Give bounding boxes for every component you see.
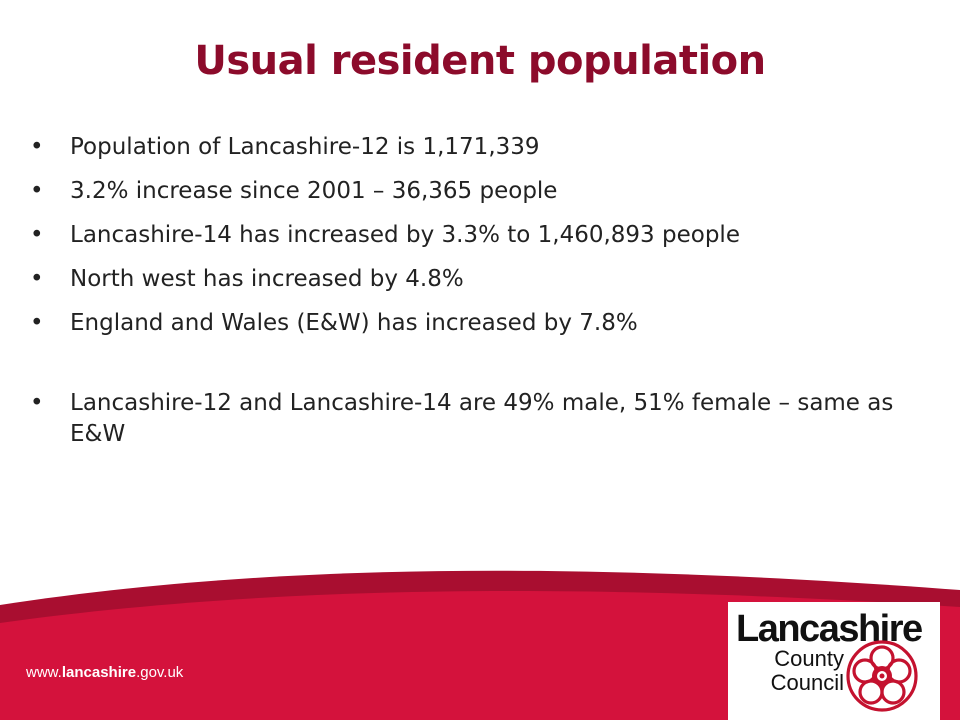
bullet-item: Population of Lancashire-12 is 1,171,339 [30, 132, 930, 163]
footer-wave [0, 591, 960, 720]
bullet-item: England and Wales (E&W) has increased by… [30, 308, 930, 339]
logo-line-county: County [774, 646, 844, 671]
url-prefix: www. [26, 664, 62, 681]
bullet-item: 3.2% increase since 2001 – 36,365 people [30, 176, 930, 207]
website-link[interactable]: www.lancashire.gov.uk [26, 664, 183, 681]
bullet-item: Lancashire-12 and Lancashire-14 are 49% … [30, 388, 930, 450]
bullet-list: Population of Lancashire-12 is 1,171,339… [30, 132, 930, 463]
footer-band [0, 570, 960, 720]
bullet-item: North west has increased by 4.8% [30, 264, 930, 295]
url-suffix: .gov.uk [136, 664, 184, 681]
logo-line-council: Council [770, 670, 844, 695]
bullet-item: Lancashire-14 has increased by 3.3% to 1… [30, 220, 930, 251]
red-rose-icon [846, 640, 918, 712]
url-domain: lancashire [61, 664, 137, 681]
slide-title: Usual resident population [194, 38, 766, 84]
